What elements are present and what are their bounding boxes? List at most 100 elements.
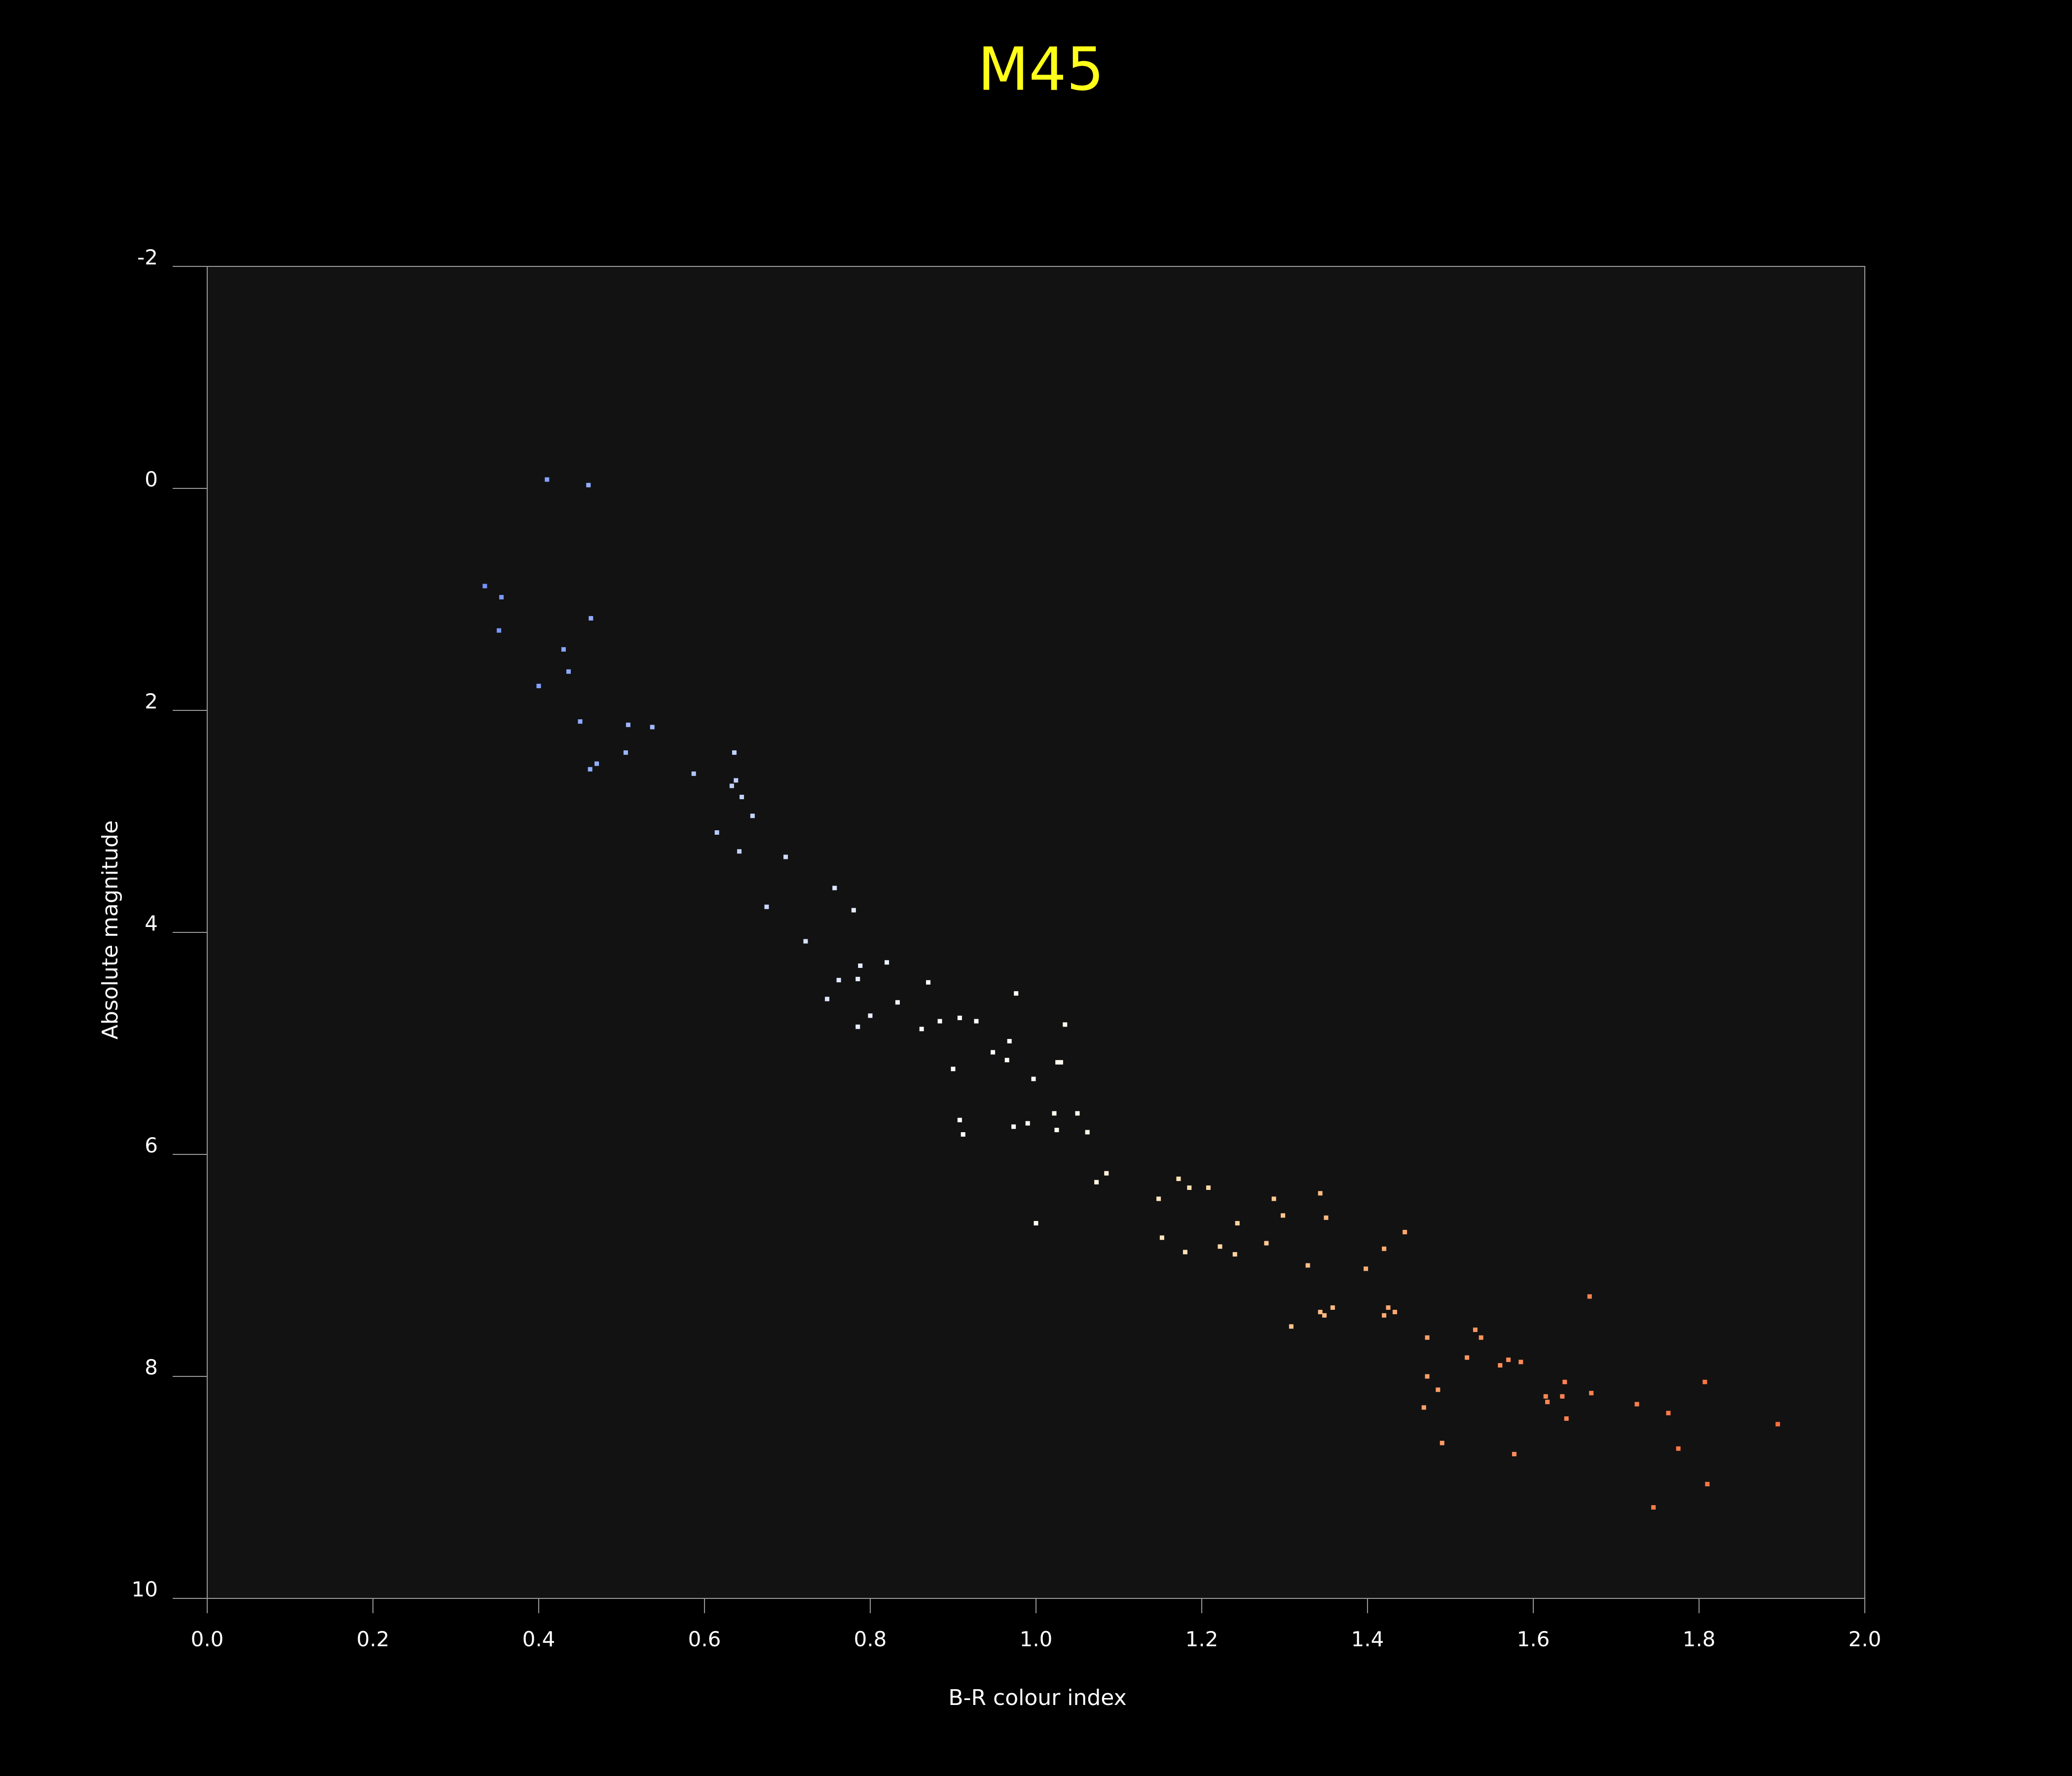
star-point [1589,1391,1594,1396]
star-point [1031,1076,1036,1081]
star-point [1007,1039,1012,1043]
star-point [991,1050,996,1055]
star-point [1156,1196,1161,1201]
y-tick-label: 6 [145,1133,158,1157]
y-tick-label: -2 [137,245,158,269]
star-point [714,830,719,835]
star-point [1473,1328,1478,1332]
star-point [1562,1379,1567,1384]
x-axis-label: B-R colour index [948,1685,1126,1710]
x-tick-label: 1.0 [1020,1627,1053,1651]
star-point [836,978,841,983]
star-point [1094,1180,1099,1184]
star-point [858,963,863,968]
star-point [482,584,487,589]
y-tick-label: 10 [132,1577,158,1601]
star-point [1218,1244,1222,1249]
star-point [1271,1196,1276,1201]
x-tick-label: 0.8 [854,1627,887,1651]
star-point [951,1067,956,1072]
star-point [1545,1400,1550,1405]
star-point [594,761,599,766]
star-point [1436,1387,1441,1392]
y-tick-label: 8 [145,1355,158,1379]
star-point [1034,1221,1038,1225]
star-point [1543,1394,1548,1399]
star-point [1281,1213,1286,1218]
star-point [729,783,734,788]
star-point [1014,991,1019,996]
star-point [536,684,541,688]
star-point [783,854,788,859]
star-point [545,477,550,482]
star-point [691,771,696,776]
star-point [1702,1379,1707,1384]
star-point [740,795,744,799]
star-point [1206,1185,1211,1190]
star-point [1004,1058,1009,1063]
x-tick-label: 1.8 [1683,1627,1716,1651]
star-point [1382,1313,1387,1318]
x-axis-ticks: 0.0 0.2 0.4 0.6 0.8 1.0 1.2 1.4 1.6 1.8 2.0 [191,1598,1881,1651]
y-tick-label: 4 [145,911,158,935]
star-point [1364,1266,1369,1271]
star-point [825,997,830,1001]
plot-area [207,266,1865,1599]
star-point [496,628,501,633]
star-point [623,750,628,755]
star-point [803,939,808,944]
star-point [1392,1310,1397,1314]
star-point [1587,1294,1592,1299]
star-point [1705,1481,1710,1486]
y-axis-label: Absolute magnitude [98,820,123,1039]
star-point [957,1015,962,1020]
star-point [937,1019,942,1024]
star-point [855,977,860,981]
star-point [1465,1355,1470,1360]
star-point [1063,1022,1068,1027]
star-point [737,849,742,854]
star-point [1479,1335,1483,1340]
star-point [1634,1402,1639,1406]
star-point [764,904,769,909]
star-point [1564,1416,1569,1421]
star-point [1560,1394,1565,1399]
data-points [482,477,1780,1510]
star-point [832,886,837,890]
star-point [586,482,591,487]
star-point [1506,1357,1511,1362]
star-point [1318,1310,1323,1314]
chart-title: M45 [978,36,1104,104]
star-point [1425,1335,1430,1340]
star-point [1382,1246,1387,1251]
star-point [1322,1313,1327,1318]
star-point [1651,1505,1656,1510]
star-point [734,778,739,783]
star-point [588,767,592,772]
star-point [1055,1060,1060,1065]
x-tick-label: 0.6 [688,1627,721,1651]
star-point [1512,1452,1517,1456]
star-point [1318,1191,1323,1196]
star-point [1421,1405,1426,1410]
star-point [1324,1215,1329,1220]
star-point [1058,1060,1063,1065]
star-point [1264,1241,1269,1246]
star-point [1776,1422,1780,1427]
x-tick-label: 1.2 [1185,1627,1219,1651]
star-point [1159,1235,1164,1240]
x-tick-label: 1.6 [1517,1627,1550,1651]
star-point [855,1024,860,1029]
star-point [1330,1305,1335,1310]
star-point [732,750,737,755]
star-point [1518,1360,1523,1365]
star-point [895,1000,900,1005]
star-point [1176,1177,1181,1181]
star-point [926,980,931,985]
star-point [578,719,583,724]
star-point [957,1117,962,1122]
star-point [1187,1185,1192,1190]
star-point [626,722,630,727]
star-point [1386,1305,1391,1310]
star-point [1440,1441,1444,1445]
